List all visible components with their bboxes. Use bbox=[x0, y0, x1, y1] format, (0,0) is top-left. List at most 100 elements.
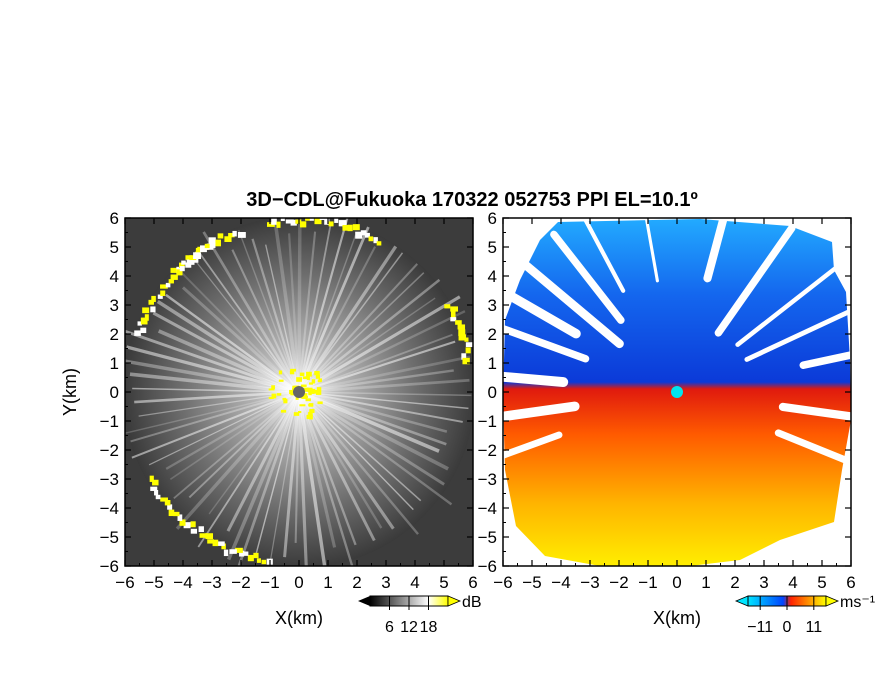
radial-ray bbox=[251, 238, 301, 393]
edge-clutter-cell bbox=[155, 494, 161, 500]
radial-ray bbox=[173, 391, 300, 500]
colorbar-db-tick-label: 12 bbox=[400, 619, 418, 636]
colorbar-velocity-tick-label: 11 bbox=[806, 619, 823, 636]
radial-ray bbox=[297, 391, 337, 548]
edge-clutter-cell bbox=[237, 232, 246, 238]
edge-clutter-cell bbox=[461, 353, 467, 360]
left-x-tick-label: −3 bbox=[202, 573, 221, 592]
radial-ray bbox=[298, 272, 425, 393]
radial-ray bbox=[283, 391, 301, 558]
edge-clutter-cell bbox=[266, 222, 275, 227]
radial-ray bbox=[297, 218, 302, 393]
radial-ray bbox=[165, 293, 300, 393]
edge-clutter-cell bbox=[198, 526, 204, 533]
colorbar-velocity: ms⁻¹ −11 0 11 bbox=[734, 594, 875, 636]
velocity-missing-data-gaps bbox=[503, 218, 851, 467]
edge-clutter-cell bbox=[170, 267, 178, 273]
edge-clutter-cell bbox=[142, 307, 150, 314]
center-echo-cell bbox=[316, 387, 322, 392]
radial-ray bbox=[297, 218, 349, 393]
left-x-tick-label: −2 bbox=[231, 573, 250, 592]
left-x-tick-label: 6 bbox=[468, 573, 477, 592]
radial-ray bbox=[175, 390, 301, 530]
left-x-tick-label: −1 bbox=[260, 573, 279, 592]
radial-ray bbox=[294, 391, 301, 543]
right-y-tick-label: −5 bbox=[478, 528, 497, 547]
radial-ray bbox=[298, 295, 461, 394]
edge-clutter-cell bbox=[328, 221, 334, 227]
radial-ray bbox=[297, 231, 317, 393]
radial-ray bbox=[255, 391, 300, 555]
center-echo-cell bbox=[300, 384, 307, 387]
right-panel: −6 −5 −4 −3 −2 −1 0 1 2 3 4 5 6 6 5 4 3 2 1 0 −1 −2 −3 −4 −5 −6 X… bbox=[478, 209, 856, 628]
radial-ray bbox=[226, 391, 301, 561]
right-x-tick-label: 2 bbox=[730, 573, 739, 592]
edge-clutter-cell bbox=[134, 330, 141, 336]
edge-clutter-cell bbox=[280, 218, 285, 222]
center-echo-cell bbox=[312, 389, 316, 394]
radial-ray bbox=[298, 378, 470, 394]
right-y-tick-label: −4 bbox=[478, 499, 497, 518]
edge-clutter-cell bbox=[168, 279, 174, 284]
edge-clutter-cell bbox=[309, 218, 314, 221]
center-echo-cell bbox=[289, 389, 295, 395]
velocity-gap bbox=[778, 402, 851, 421]
radial-ray bbox=[152, 311, 300, 394]
edge-clutter-cell bbox=[342, 225, 350, 231]
center-echo-cell bbox=[302, 387, 309, 392]
right-y-tick-label: 5 bbox=[488, 238, 497, 257]
edge-clutter-cell bbox=[207, 539, 214, 544]
edge-clutter-cell bbox=[148, 299, 154, 305]
left-x-tick-label: 0 bbox=[294, 573, 303, 592]
edge-clutter-cell bbox=[168, 509, 175, 517]
left-edge-clutter bbox=[134, 218, 473, 565]
radial-ray bbox=[231, 249, 300, 393]
edge-clutter-cell bbox=[243, 551, 249, 556]
radial-ray bbox=[156, 300, 300, 394]
edge-clutter-cell bbox=[334, 218, 339, 223]
colorbar-velocity-ticks: −11 0 11 bbox=[747, 596, 822, 636]
center-echo-cell bbox=[278, 379, 284, 382]
radial-ray bbox=[202, 231, 301, 393]
edge-clutter-cell bbox=[444, 304, 451, 309]
edge-clutter-cell bbox=[324, 218, 330, 225]
radial-ray bbox=[298, 310, 466, 394]
radial-ray bbox=[298, 369, 454, 394]
center-echo-cell bbox=[308, 403, 312, 407]
center-echo-cell bbox=[290, 368, 297, 372]
left-x-tick-label: −4 bbox=[173, 573, 192, 592]
edge-clutter-cell bbox=[261, 559, 267, 565]
edge-clutter-cell bbox=[204, 243, 210, 249]
radial-ray bbox=[148, 391, 300, 466]
edge-clutter-cell bbox=[373, 237, 378, 244]
radial-ray bbox=[195, 248, 300, 393]
velocity-gap bbox=[582, 218, 626, 293]
radial-ray bbox=[131, 391, 300, 459]
edge-clutter-cell bbox=[208, 237, 216, 245]
right-y-tick-label: −1 bbox=[478, 412, 497, 431]
edge-clutter-cell bbox=[173, 511, 180, 517]
edge-clutter-cell bbox=[364, 232, 370, 238]
right-y-tick-label: −3 bbox=[478, 470, 497, 489]
right-x-axis-label: X(km) bbox=[653, 608, 701, 628]
edge-clutter-cell bbox=[276, 221, 281, 228]
left-x-axis-label: X(km) bbox=[275, 608, 323, 628]
radial-ray bbox=[298, 252, 404, 393]
radar-position-marker-left bbox=[293, 386, 305, 398]
center-echo-cell bbox=[315, 374, 320, 379]
colorbar-velocity-arrow-left bbox=[734, 595, 749, 607]
right-x-tick-label: −2 bbox=[609, 573, 628, 592]
edge-clutter-cell bbox=[229, 549, 237, 554]
right-axis-ticks: −6 −5 −4 −3 −2 −1 0 1 2 3 4 5 6 6 5 4 3 2 1 0 −1 −2 −3 −4 −5 −6 bbox=[478, 209, 856, 592]
edge-clutter-cell bbox=[170, 274, 178, 280]
center-echo-cell bbox=[306, 371, 312, 377]
edge-clutter-cell bbox=[160, 497, 168, 502]
center-echo-cell bbox=[296, 377, 303, 382]
edge-clutter-cell bbox=[450, 317, 457, 322]
edge-clutter-cell bbox=[160, 290, 166, 296]
radial-ray bbox=[297, 391, 308, 566]
right-y-tick-label: −6 bbox=[478, 557, 497, 576]
radial-ray bbox=[298, 391, 469, 410]
center-echo-cell bbox=[299, 372, 305, 377]
